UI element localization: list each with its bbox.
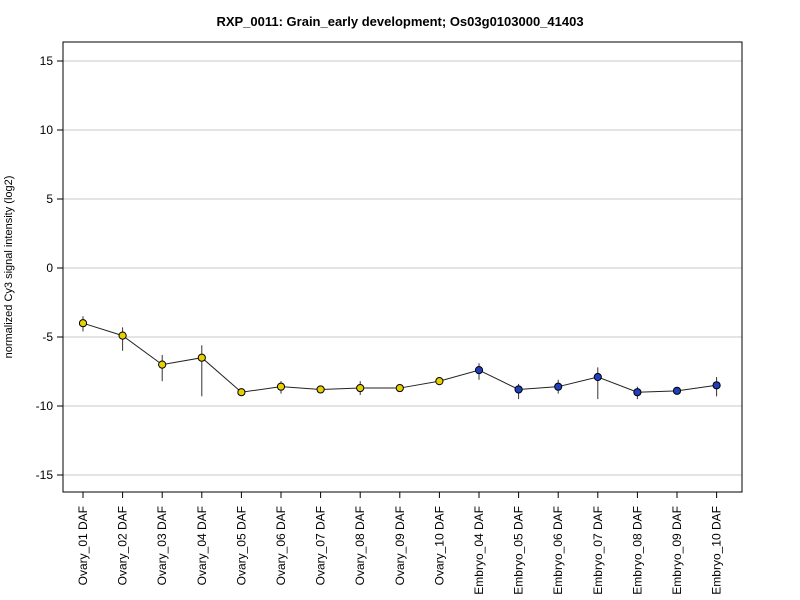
data-points [78, 319, 721, 397]
x-tick-label: Ovary_05 DAF [234, 506, 248, 585]
data-point [593, 372, 602, 382]
data-point [514, 385, 523, 394]
x-tick-label: Embryo_06 DAF [551, 506, 565, 595]
x-axis: Ovary_01 DAF Ovary_02 DAF Ovary_03 DAF Ovar… [76, 492, 724, 595]
data-point [395, 383, 404, 393]
data-point [672, 386, 682, 395]
grid [63, 60, 742, 476]
x-tick-label: Embryo_10 DAF [710, 506, 724, 595]
data-point [356, 383, 365, 393]
chart-title: RXP_0011: Grain_early development; Os03g… [216, 14, 583, 29]
x-tick-label: Ovary_07 DAF [314, 506, 328, 585]
x-tick-label: Ovary_01 DAF [76, 506, 90, 585]
y-tick-label: 5 [46, 192, 53, 206]
y-tick-label: 15 [40, 54, 54, 68]
x-tick-label: Embryo_05 DAF [512, 506, 526, 595]
plot-frame [62, 41, 743, 493]
y-axis-label: normalized Cy3 signal intensity (log2) [3, 176, 15, 359]
data-point [474, 366, 484, 375]
y-tick-label: -5 [42, 330, 53, 344]
y-tick-label: 10 [40, 123, 54, 137]
x-tick-label: Embryo_07 DAF [591, 506, 605, 595]
x-tick-label: Ovary_08 DAF [353, 506, 367, 585]
x-tick-label: Embryo_08 DAF [630, 506, 644, 595]
data-point [316, 385, 325, 394]
x-tick-label: Ovary_03 DAF [155, 506, 169, 585]
data-point [118, 331, 127, 340]
y-tick-label: -15 [36, 468, 54, 482]
data-point [197, 353, 206, 362]
data-point [712, 381, 721, 390]
x-tick-label: Embryo_04 DAF [472, 506, 486, 595]
x-tick-label: Ovary_09 DAF [393, 506, 407, 585]
data-point [435, 377, 444, 386]
data-point [78, 319, 88, 328]
x-tick-label: Ovary_02 DAF [116, 506, 130, 585]
x-tick-label: Embryo_09 DAF [670, 506, 684, 595]
series-line [82, 322, 717, 393]
y-tick-label: -10 [36, 399, 54, 413]
y-axis: 15 10 5 0 -5 -10 -15 [36, 54, 63, 482]
data-point [633, 388, 642, 397]
data-point [554, 382, 563, 391]
data-point [276, 382, 286, 391]
x-tick-label: Ovary_10 DAF [432, 506, 446, 585]
x-tick-label: Ovary_06 DAF [274, 506, 288, 585]
data-point [237, 388, 246, 397]
y-tick-label: 0 [46, 261, 53, 275]
data-point [158, 360, 167, 369]
x-tick-label: Ovary_04 DAF [195, 506, 209, 585]
